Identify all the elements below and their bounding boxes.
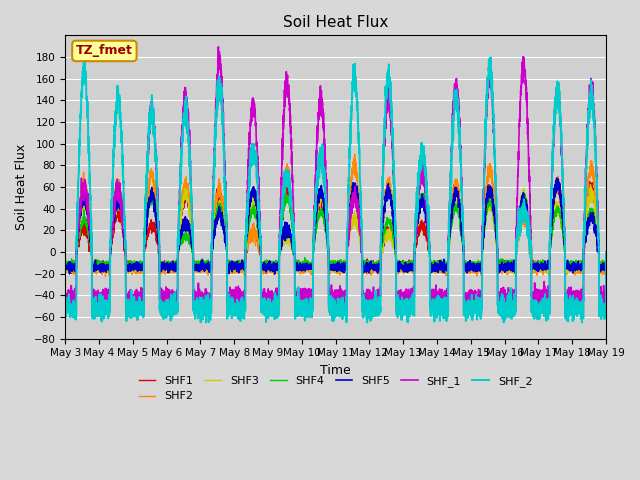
SHF3 <box>385 231 392 237</box>
SHF4 <box>61 259 69 265</box>
SHF1 <box>356 218 364 224</box>
SHF3 <box>596 272 604 278</box>
SHF_1 <box>484 91 492 96</box>
Legend: SHF1, SHF2, SHF3, SHF4, SHF5, SHF_1, SHF_2: SHF1, SHF2, SHF3, SHF4, SHF5, SHF_1, SHF… <box>134 372 537 406</box>
SHF4 <box>385 218 392 224</box>
SHF_1 <box>511 288 518 293</box>
SHF5 <box>61 264 69 270</box>
Line: SHF1: SHF1 <box>65 180 606 274</box>
SHF_1 <box>602 249 610 255</box>
SHF_2 <box>525 236 532 242</box>
SHF2 <box>102 274 109 279</box>
Text: TZ_fmet: TZ_fmet <box>76 45 133 58</box>
Line: SHF3: SHF3 <box>65 185 606 275</box>
SHF4 <box>525 217 532 223</box>
SHF_2 <box>173 300 181 306</box>
SHF4 <box>484 205 492 211</box>
SHF4 <box>173 259 181 264</box>
SHF3 <box>173 267 181 273</box>
SHF5 <box>173 264 181 270</box>
SHF5 <box>356 217 364 223</box>
SHF_2 <box>602 249 610 255</box>
Line: SHF_2: SHF_2 <box>65 53 606 323</box>
SHF_1 <box>525 149 532 155</box>
SHF3 <box>602 249 610 255</box>
SHF2 <box>385 178 392 184</box>
Line: SHF2: SHF2 <box>65 150 606 276</box>
SHF1 <box>173 266 181 272</box>
SHF2 <box>511 263 518 269</box>
SHF_2 <box>385 77 392 83</box>
SHF1 <box>385 228 392 233</box>
SHF2 <box>61 267 69 273</box>
SHF2 <box>356 203 364 209</box>
SHF1 <box>452 177 460 182</box>
SHF_1 <box>61 303 69 309</box>
SHF_2 <box>80 50 88 56</box>
SHF5 <box>484 185 492 191</box>
SHF2 <box>525 229 532 235</box>
SHF1 <box>525 219 532 225</box>
SHF5 <box>385 184 392 190</box>
SHF4 <box>511 263 518 268</box>
SHF_2 <box>61 300 69 306</box>
SHF3 <box>525 221 532 227</box>
SHF2 <box>602 249 610 255</box>
SHF_1 <box>214 44 222 49</box>
Line: SHF4: SHF4 <box>65 192 606 270</box>
SHF_2 <box>484 77 492 83</box>
SHF1 <box>262 271 270 276</box>
SHF3 <box>587 182 595 188</box>
SHF3 <box>511 264 518 269</box>
SHF4 <box>356 219 364 225</box>
Line: SHF_1: SHF_1 <box>65 47 606 311</box>
Line: SHF5: SHF5 <box>65 178 606 274</box>
SHF5 <box>553 175 561 181</box>
SHF2 <box>484 172 492 178</box>
SHF4 <box>519 190 527 195</box>
SHF1 <box>61 262 69 267</box>
SHF_2 <box>197 320 205 325</box>
SHF_1 <box>173 295 181 301</box>
SHF1 <box>511 263 518 269</box>
SHF4 <box>275 267 282 273</box>
Y-axis label: Soil Heat Flux: Soil Heat Flux <box>15 144 28 230</box>
SHF4 <box>602 249 610 255</box>
SHF2 <box>173 264 181 270</box>
SHF_1 <box>577 308 584 313</box>
X-axis label: Time: Time <box>320 364 351 377</box>
SHF3 <box>484 202 492 208</box>
SHF_2 <box>356 164 364 170</box>
SHF3 <box>356 229 364 235</box>
SHF2 <box>317 147 325 153</box>
SHF_1 <box>356 229 364 235</box>
SHF_1 <box>385 102 392 108</box>
SHF3 <box>61 262 69 267</box>
SHF1 <box>484 194 492 200</box>
SHF5 <box>525 221 532 227</box>
SHF5 <box>602 249 610 255</box>
SHF1 <box>602 249 610 255</box>
SHF5 <box>511 264 518 269</box>
SHF5 <box>271 271 278 277</box>
Title: Soil Heat Flux: Soil Heat Flux <box>283 15 388 30</box>
SHF_2 <box>511 303 518 309</box>
